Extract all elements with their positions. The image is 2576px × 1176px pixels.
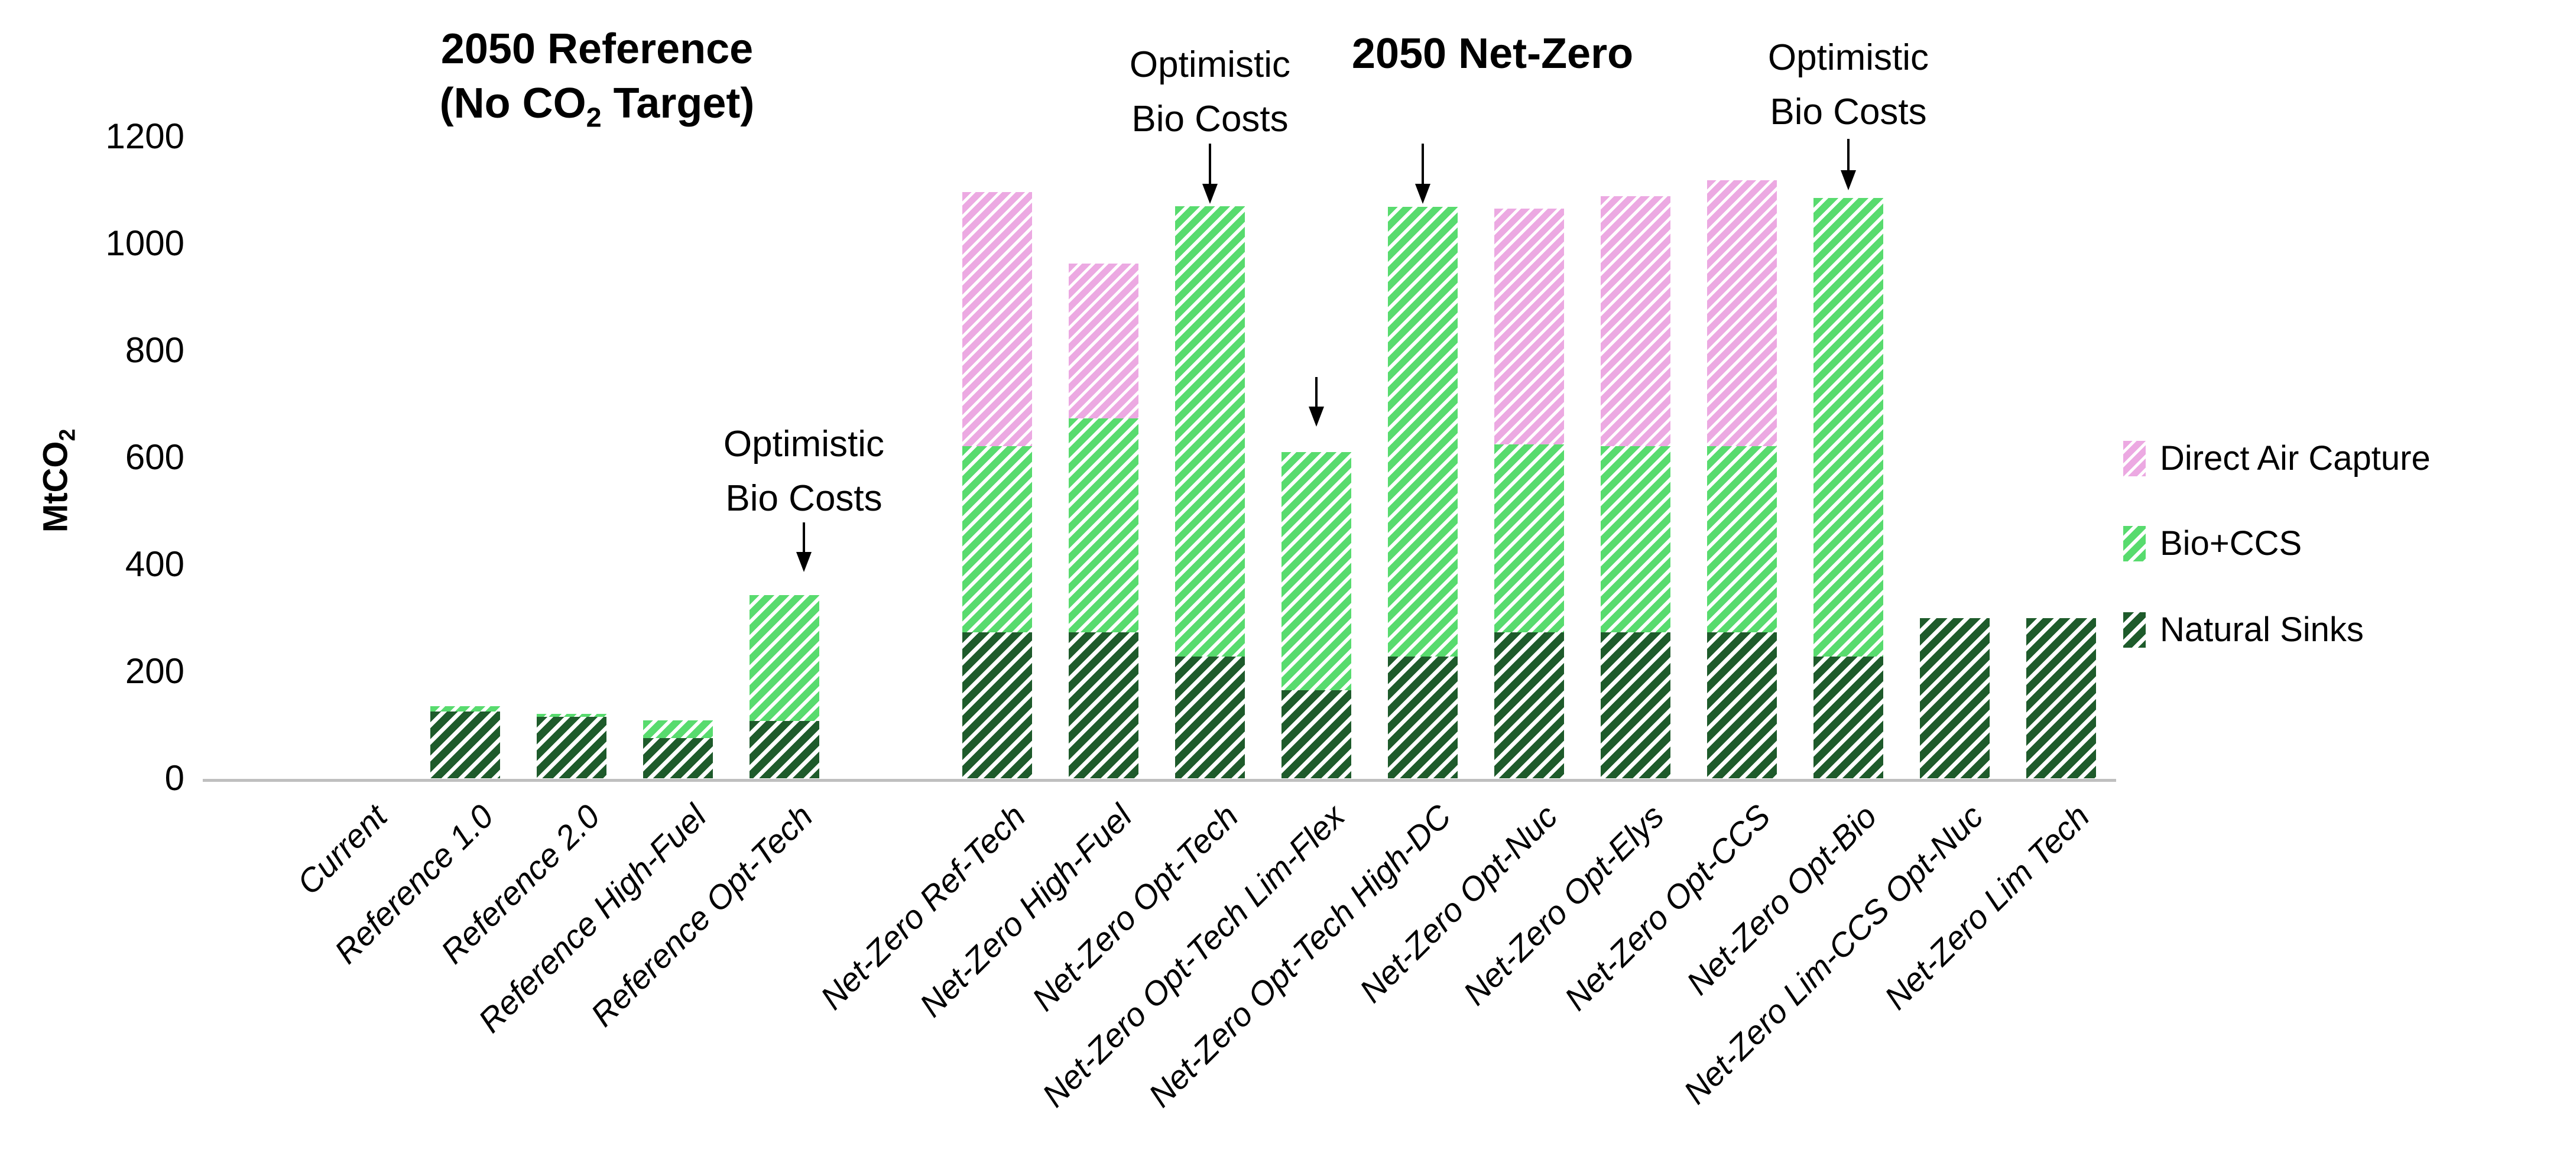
legend-item-bio-ccs: Bio+CCS [2123,524,2302,563]
bar-segment-dac [1069,264,1138,418]
legend-label: Natural Sinks [2160,610,2364,649]
legend-item-natural-sinks: Natural Sinks [2123,610,2364,649]
annotation-arrow-head [1202,184,1218,204]
bar-segment-bio [1388,206,1458,657]
bar-segment-natural [643,738,713,778]
annotation-arrow-head [1309,407,1324,427]
y-axis-tick: 1200 [105,116,184,156]
bar-segment-dac [962,192,1032,446]
annotation-arrow [1422,144,1424,186]
annotation-arrow-head [1415,184,1430,204]
bar-segment-bio [1601,446,1670,632]
y-axis-tick: 400 [125,544,184,584]
bar-segment-natural [1601,632,1670,778]
bar-segment-bio [643,720,713,739]
group-title-reference: 2050 Reference [440,25,754,73]
y-axis-tick: 0 [164,758,184,798]
annotation-arrow [1847,139,1850,173]
legend-swatch-dac [2123,440,2146,476]
bar-segment-natural [430,711,500,778]
annotation-text: Bio Costs [725,478,883,519]
group-title-netzero: 2050 Net-Zero [1351,30,1634,77]
bar-segment-bio [750,595,819,722]
bar-segment-natural [750,721,819,778]
bar-segment-natural [1920,618,1990,778]
y-axis-tick: 800 [125,330,184,370]
bar-segment-bio [430,706,500,712]
bar-segment-natural [1388,656,1458,778]
legend-swatch-bio [2123,525,2146,561]
bar-segment-bio [1069,418,1138,632]
group-subtitle-reference: (No CO2 Target) [439,80,755,133]
legend-swatch-natural [2123,612,2146,648]
bar-segment-natural [1069,632,1138,778]
annotation-arrow [1209,144,1211,186]
bar-segment-bio [1813,198,1883,657]
x-axis-line [203,779,2116,782]
bar-segment-dac [1707,180,1777,446]
annotation-arrow-head [1841,170,1856,190]
bar-segment-natural [1813,656,1883,778]
bar-segment-dac [1601,196,1670,446]
annotation-text: Optimistic [1767,37,1929,78]
annotation-arrow [1315,377,1318,409]
bar-segment-bio [1707,446,1777,632]
annotation-text: Optimistic [723,424,885,464]
annotation-text: Bio Costs [1131,99,1289,139]
annotation-text: Optimistic [1129,44,1291,85]
annotation-arrow [803,522,805,554]
y-axis-tick: 200 [125,651,184,691]
bar-segment-natural [1494,632,1564,778]
bar-segment-natural [962,632,1032,778]
legend-item-direct-air-capture: Direct Air Capture [2123,438,2431,478]
bar-segment-bio [537,714,606,717]
bar-segment-bio [1281,451,1351,690]
bar-segment-natural [1707,632,1777,778]
bar-segment-bio [962,446,1032,632]
bar-segment-bio [1175,206,1245,657]
y-axis-tick: 600 [125,437,184,477]
bar-segment-bio [1494,444,1564,632]
bar-segment-natural [1175,656,1245,778]
legend-label: Direct Air Capture [2160,439,2431,477]
bar-segment-natural [1281,690,1351,778]
annotation-arrow-head [796,552,812,572]
bar-segment-dac [1494,209,1564,445]
bar-segment-natural [537,716,606,778]
bar-segment-natural [2026,618,2096,778]
y-axis-tick: 1000 [105,223,184,263]
annotation-text: Bio Costs [1770,92,1927,132]
legend-label: Bio+CCS [2160,524,2302,563]
